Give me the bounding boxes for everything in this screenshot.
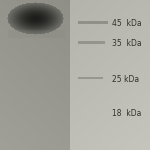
Text: 45  kDa: 45 kDa <box>112 20 142 28</box>
Text: 18  kDa: 18 kDa <box>112 110 141 118</box>
Text: 35  kDa: 35 kDa <box>112 39 142 48</box>
Text: 25 kDa: 25 kDa <box>112 75 139 84</box>
